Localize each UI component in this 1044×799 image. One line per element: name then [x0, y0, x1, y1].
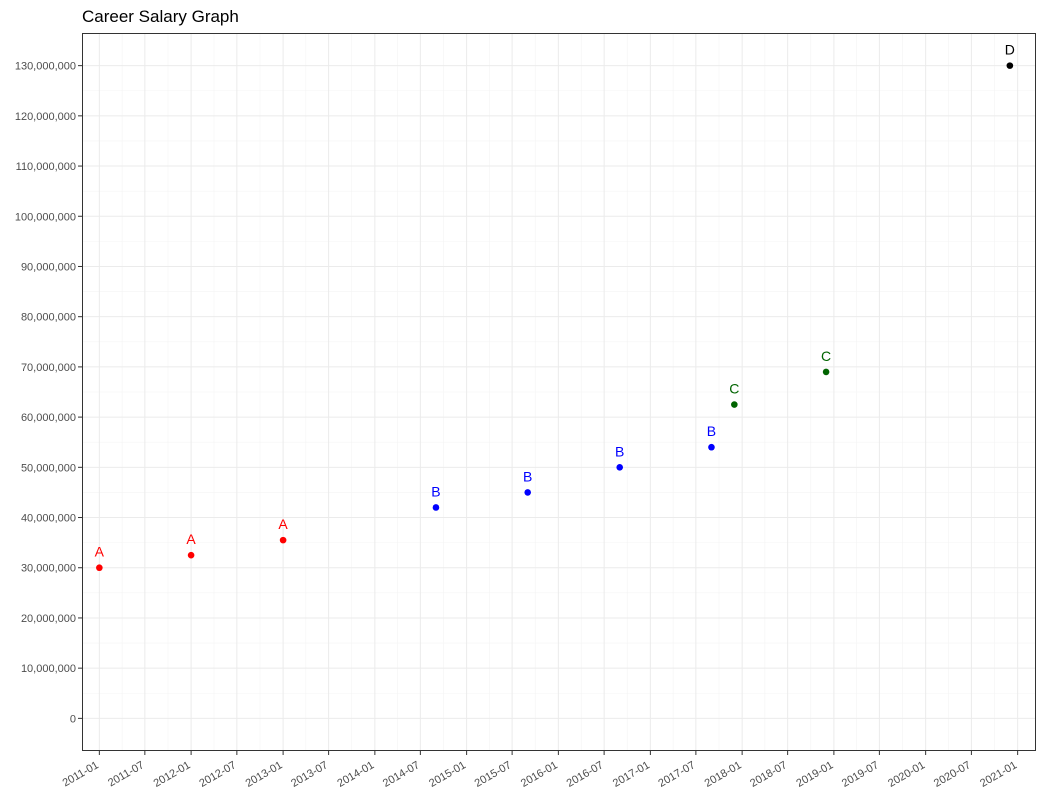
- x-tick-label: 2012-07: [197, 759, 238, 790]
- data-point: [1006, 62, 1014, 69]
- data-point-label: B: [431, 483, 440, 499]
- x-tick-label: 2013-07: [289, 759, 330, 790]
- data-point-label: C: [821, 348, 831, 364]
- y-axis: 0 10,000,000 20,000,000 30,000,000 40,000,00…: [15, 61, 82, 725]
- x-tick-label: 2018-01: [703, 759, 744, 790]
- y-tick-label: 90,000,000: [21, 261, 76, 273]
- x-tick-label: 2011-01: [61, 759, 101, 789]
- major-gridlines: [82, 33, 1036, 751]
- x-tick-label: 2020-01: [886, 759, 927, 790]
- data-point: [279, 536, 287, 544]
- plot-panel-border: [82, 33, 1036, 751]
- x-tick-label: 2016-07: [565, 759, 606, 790]
- data-point: [187, 551, 195, 559]
- x-tick-label: 2012-01: [152, 759, 193, 790]
- data-point-label: B: [615, 443, 624, 459]
- y-tick-label: 100,000,000: [15, 211, 76, 223]
- data-point-label: B: [523, 468, 532, 484]
- x-tick-label: 2018-07: [748, 759, 789, 790]
- data-point: [731, 401, 738, 408]
- y-tick-label: 60,000,000: [21, 412, 76, 424]
- x-tick-label: 2011-07: [106, 759, 146, 789]
- x-tick-label: 2020-07: [932, 759, 973, 790]
- x-tick-label: 2014-01: [335, 759, 376, 790]
- y-tick-label: 50,000,000: [21, 462, 76, 474]
- y-tick-label: 10,000,000: [21, 663, 76, 675]
- data-point-label: A: [95, 544, 105, 560]
- y-tick-label: 80,000,000: [21, 312, 76, 324]
- x-tick-label: 2013-01: [244, 759, 285, 790]
- x-tick-label: 2016-01: [519, 759, 560, 790]
- x-tick-label: 2017-01: [611, 759, 652, 790]
- data-point: [524, 489, 532, 496]
- x-tick-label: 2015-01: [427, 759, 468, 790]
- y-tick-label: 30,000,000: [21, 563, 76, 575]
- y-tick-label: 130,000,000: [15, 61, 76, 73]
- data-point-label: A: [278, 516, 288, 532]
- x-tick-label: 2019-01: [794, 759, 835, 790]
- point-labels: A A A B B B B C C D: [95, 42, 1015, 560]
- data-point-label: B: [707, 423, 716, 439]
- data-point-label: D: [1005, 42, 1015, 58]
- y-tick-label: 20,000,000: [21, 613, 76, 625]
- data-point: [96, 564, 103, 572]
- x-tick-label: 2014-07: [381, 759, 422, 790]
- chart-title: Career Salary Graph: [82, 7, 239, 26]
- data-point: [708, 443, 715, 451]
- minor-gridlines: [82, 33, 1036, 751]
- data-point-label: C: [729, 381, 739, 397]
- x-axis: 2011-01 2011-07 2012-01 2012-07 2013-01 2013-…: [61, 751, 1019, 790]
- y-tick-label: 110,000,000: [16, 161, 76, 173]
- x-tick-label: 2021-01: [978, 759, 1019, 790]
- data-point: [822, 368, 830, 376]
- data-point: [616, 464, 624, 471]
- x-tick-label: 2017-07: [656, 759, 697, 790]
- data-points: [96, 62, 1014, 572]
- data-point-label: A: [186, 531, 196, 547]
- y-tick-label: 70,000,000: [21, 362, 76, 374]
- y-tick-label: 0: [70, 713, 76, 725]
- x-tick-label: 2019-07: [840, 759, 881, 790]
- y-tick-label: 120,000,000: [15, 111, 76, 123]
- data-point: [432, 504, 440, 511]
- x-tick-label: 2015-07: [473, 759, 514, 790]
- y-tick-label: 40,000,000: [21, 513, 76, 525]
